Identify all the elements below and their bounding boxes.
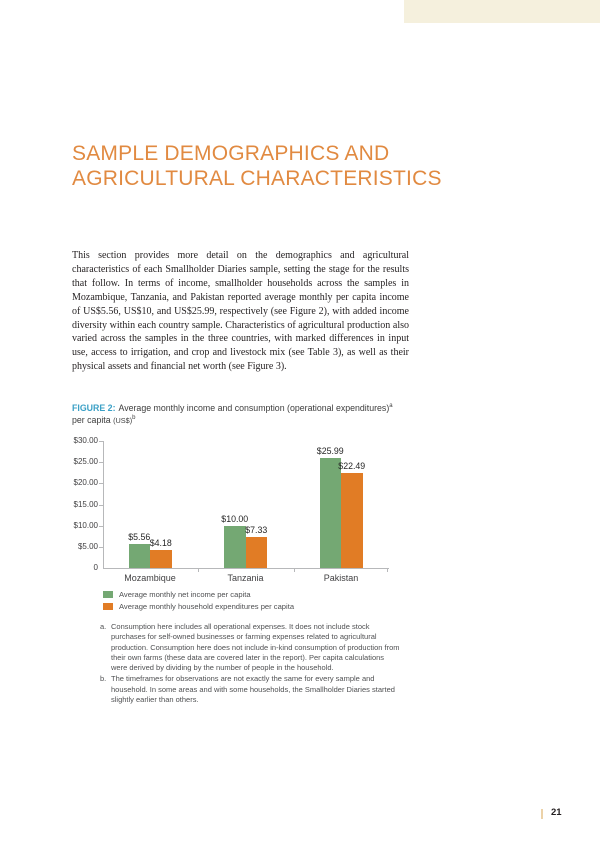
- y-axis-tick-mark: [99, 441, 103, 442]
- legend-row-1: Average monthly net income per capita: [103, 588, 294, 601]
- legend-label-1: Average monthly net income per capita: [119, 589, 251, 599]
- bar-value-label: $7.33: [245, 524, 268, 535]
- bar-value-label: $5.56: [128, 532, 151, 543]
- figure-unit: (US$): [113, 415, 133, 425]
- figure-caption: FIGURE 2: Average monthly income and cons…: [72, 403, 418, 426]
- figure-footnotes: a. Consumption here includes all operati…: [100, 622, 402, 706]
- x-axis-tick-mark: [293, 568, 295, 572]
- y-axis-tick-mark: [99, 462, 103, 464]
- bar-value-label: $25.99: [316, 445, 344, 456]
- figure-title: Average monthly income and consumption (…: [118, 403, 390, 413]
- chart-y-axis-line: [103, 441, 104, 569]
- section-heading-line1: SAMPLE DEMOGRAPHICS AND: [72, 142, 390, 165]
- chart-plot: $5.56 $4.18 Mozambique $10.00 $7.33 Tanzania $…: [99, 441, 388, 583]
- chart-y-axis-labels: $30.00 $25.00 $20.00 $15.00 $10.00 $5.00 0: [58, 436, 98, 572]
- x-axis-tick-mark: [198, 568, 199, 572]
- body-paragraph: This section provides more detail on the…: [72, 250, 409, 373]
- y-axis-tick-label: $10.00: [73, 520, 98, 530]
- bar-value-label: $4.18: [149, 538, 172, 549]
- x-axis-category-label: Tanzania: [227, 573, 264, 583]
- legend-row-2: Average monthly household expenditures p…: [103, 601, 294, 614]
- bar-value-label: $10.00: [221, 513, 249, 524]
- chart-legend: Average monthly net income per capita Ave…: [103, 588, 294, 613]
- footnote-b-marker: b.: [100, 674, 107, 684]
- y-axis-tick-mark: [99, 525, 103, 527]
- bar-pakistan-series1: [319, 457, 341, 568]
- footnote-b-text: The timeframes for observations are not …: [111, 674, 395, 705]
- footnote-ref-b: b: [132, 414, 136, 421]
- footnote-a: a. Consumption here includes all operati…: [100, 622, 402, 673]
- figure-title-line2: per capita: [72, 414, 114, 425]
- legend-swatch-1: [103, 590, 113, 598]
- y-axis-tick-label: $15.00: [73, 499, 98, 509]
- figure-number-label: FIGURE 2:: [72, 403, 116, 413]
- x-axis-category-label: Pakistan: [323, 573, 359, 583]
- y-axis-tick-mark: [99, 483, 103, 485]
- bar-value-label: $22.49: [338, 460, 366, 471]
- y-axis-tick-label: $30.00: [73, 436, 98, 445]
- x-axis-category-label: Mozambique: [124, 573, 176, 583]
- y-axis-tick-label: $20.00: [73, 478, 98, 488]
- section-heading-line2: AGRICULTURAL CHARACTERISTICS: [72, 167, 442, 190]
- chart-x-axis-line: [103, 568, 389, 569]
- bar-tanzania-series2: [245, 536, 267, 568]
- bar-pakistan-series2: [341, 472, 363, 568]
- y-axis-tick-mark: [99, 504, 103, 506]
- y-axis-tick-label: $5.00: [77, 541, 98, 551]
- header-accent-block: [404, 0, 600, 23]
- footnote-ref-a: a: [389, 403, 393, 410]
- legend-label-2: Average monthly household expenditures p…: [119, 602, 295, 612]
- legend-swatch-2: [103, 603, 113, 611]
- bar-mozambique-series1: [128, 544, 150, 568]
- page-number: 21: [551, 807, 562, 818]
- footnote-a-text: Consumption here includes all operationa…: [111, 622, 400, 673]
- footnote-b: b. The timeframes for observations are n…: [100, 674, 402, 705]
- section-heading: SAMPLE DEMOGRAPHICS AND AGRICULTURAL CHA…: [72, 141, 452, 191]
- y-axis-tick-mark: [99, 546, 103, 548]
- page-number-divider: [541, 809, 543, 819]
- bar-mozambique-series2: [150, 550, 172, 568]
- y-axis-tick-label: $25.00: [73, 457, 98, 467]
- footnote-a-marker: a.: [100, 622, 107, 631]
- x-axis-tick-mark: [387, 568, 388, 572]
- y-axis-tick-label: 0: [93, 563, 98, 572]
- bar-tanzania-series1: [224, 525, 246, 568]
